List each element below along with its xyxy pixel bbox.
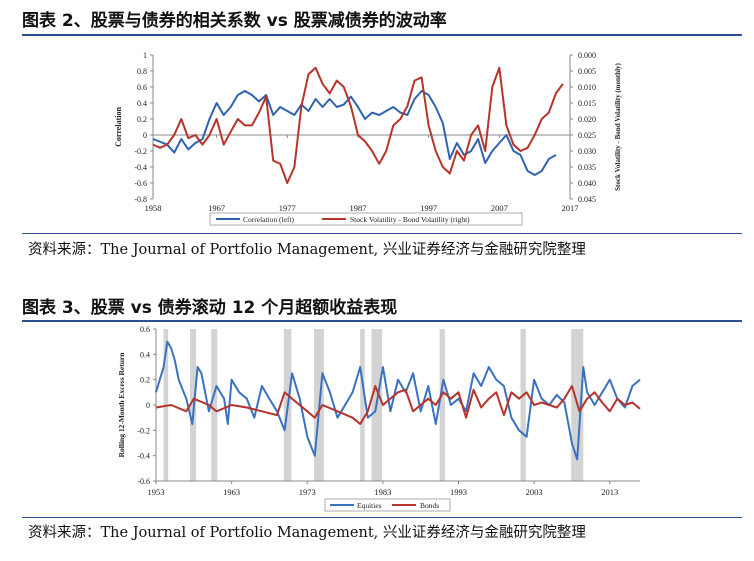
legend-label-volatility: Stock Volatility - Bond Volatility (righ… [350,215,470,224]
x-tick-label: 1987 [349,203,366,213]
legend-label-equities: Equities [357,501,382,510]
figure-2-top-rule [22,34,742,36]
figure-2-bottom-rule [22,233,742,234]
x-tick-label: 1963 [223,487,240,497]
x-tick-label: 1958 [145,203,162,213]
x-tick-label: 2017 [562,203,579,213]
y2-tick-label: 0.010 [578,83,596,92]
y-tick-label: 0 [143,131,147,140]
legend-box [324,498,451,512]
y-tick-label: 0 [146,401,150,410]
y-tick-label: 0.6 [137,83,147,92]
y2-tick-label: 0.005 [578,67,596,76]
y-tick-label: -0.6 [134,179,147,188]
y-tick-label: 0.4 [140,350,150,359]
series-line-equities [155,340,641,461]
y2-tick-label: 0.020 [578,115,596,124]
x-tick-label: 2007 [491,203,508,213]
y2-tick-label: 0.045 [578,195,596,204]
x-tick-label: 1977 [279,203,296,213]
recession-band [360,329,365,481]
y-tick-label: 0.6 [140,325,150,334]
y-tick-label: -0.2 [137,426,150,435]
y-tick-label: 0.2 [137,115,147,124]
legend-box [209,212,523,226]
y2-tick-label: 0.000 [578,51,596,60]
series-line-bonds [155,385,641,425]
y-tick-label: 0.4 [137,99,147,108]
legend-label-bonds: Bonds [420,501,439,510]
figure-3-bottom-rule [22,517,742,518]
x-tick-label: 1967 [208,203,225,213]
y-tick-label: -0.4 [137,452,150,461]
y2-tick-label: 0.035 [578,163,596,172]
recession-band [439,329,445,481]
x-tick-label: 1953 [148,487,165,497]
series-line-volatility [152,66,564,184]
figure-2-source: 资料来源：The Journal of Portfolio Management… [28,242,586,258]
figure-3-title: 图表 3、股票 vs 债券滚动 12 个月超额收益表现 [22,298,398,318]
y-tick-label: -0.8 [134,195,147,204]
recession-band [520,329,526,481]
y-tick-label: 0.8 [137,67,147,76]
x-tick-label: 2013 [601,487,618,497]
figure-2-title: 图表 2、股票与债券的相关系数 vs 股票减债券的波动率 [22,11,447,31]
y2-tick-label: 0.040 [578,179,596,188]
figure-3-top-rule [22,320,742,322]
recession-band [211,329,218,481]
y-tick-label: -0.6 [137,477,150,486]
y-tick-label: 1 [143,51,147,60]
y-axis-label: Correlation [114,107,123,147]
x-tick-label: 1993 [450,487,467,497]
y2-axis-label: Stock Volatility - Bond Volatility (mont… [614,62,622,190]
y2-tick-label: 0.015 [578,99,596,108]
recession-band [190,329,197,481]
series-line-correlation [152,90,557,176]
y-tick-label: -0.2 [134,147,147,156]
x-tick-label: 1983 [374,487,391,497]
y-tick-label: 0.2 [140,376,150,385]
y-axis-label: Rolling 12-Month Excess Return [117,352,126,458]
x-tick-label: 1997 [420,203,437,213]
y-tick-label: -0.4 [134,163,147,172]
y2-tick-label: 0.030 [578,147,596,156]
x-tick-label: 2003 [526,487,543,497]
y2-tick-label: 0.025 [578,131,596,140]
x-tick-label: 1973 [299,487,316,497]
figure-3-source: 资料来源：The Journal of Portfolio Management… [28,525,586,541]
legend-label-correlation: Correlation (left) [243,215,295,224]
